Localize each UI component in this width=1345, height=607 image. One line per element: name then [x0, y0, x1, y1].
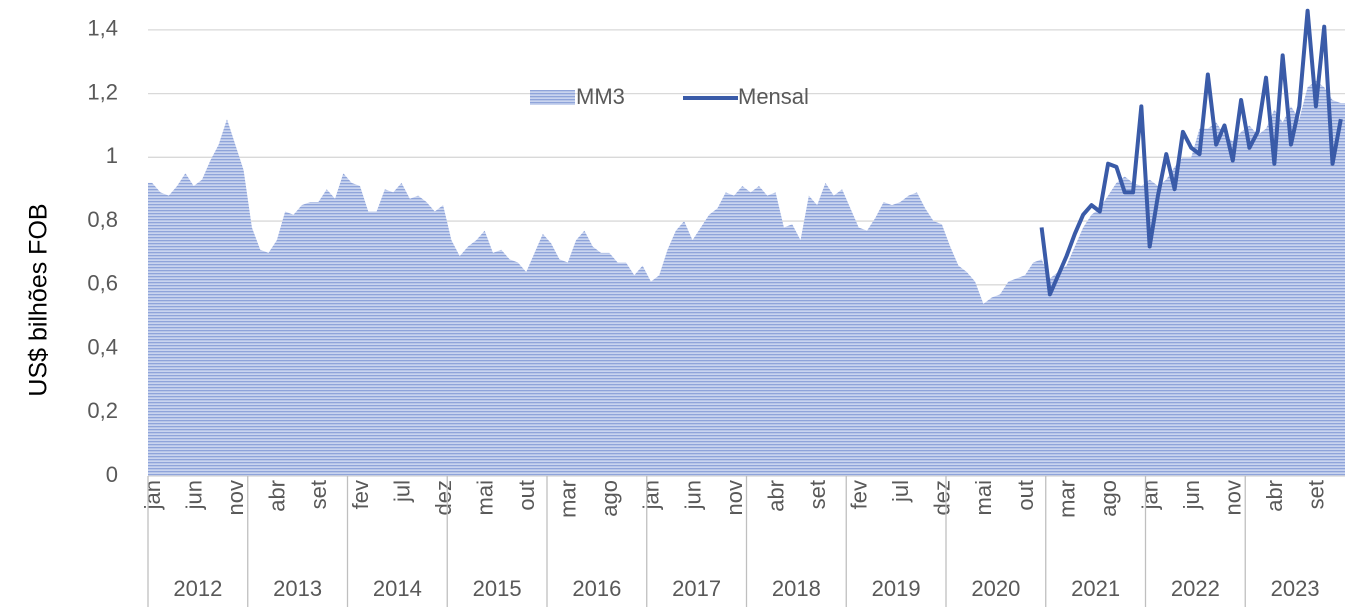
x-tick-label: fev: [847, 480, 872, 509]
x-tick-label: dez: [431, 480, 456, 515]
year-label: 2019: [872, 576, 921, 601]
year-label: 2016: [572, 576, 621, 601]
x-tick-label: ago: [597, 480, 622, 517]
x-tick-label: mar: [1054, 480, 1079, 518]
year-label: 2021: [1071, 576, 1120, 601]
x-tick-label: jun: [1179, 480, 1204, 510]
year-label: 2017: [672, 576, 721, 601]
x-tick-label: nov: [722, 480, 747, 515]
year-label: 2023: [1271, 576, 1320, 601]
legend-swatch: [530, 90, 575, 105]
x-tick-label: mai: [971, 480, 996, 515]
x-tick-label: jul: [888, 480, 913, 503]
x-tick-label: dez: [930, 480, 955, 515]
y-tick-label: 0,4: [87, 334, 118, 359]
y-axis-label: US$ bilhões FOB: [25, 203, 53, 396]
x-tick-label: nov: [223, 480, 248, 515]
year-label: 2018: [772, 576, 821, 601]
y-tick-label: 1,4: [87, 16, 118, 41]
year-label: 2015: [473, 576, 522, 601]
legend-label: MM3: [576, 84, 625, 109]
y-tick-label: 0,8: [87, 207, 118, 232]
year-label: 2012: [173, 576, 222, 601]
x-tick-label: jan: [1137, 480, 1162, 510]
y-tick-label: 0,2: [87, 398, 118, 423]
legend-label: Mensal: [738, 84, 809, 109]
x-tick-label: jun: [680, 480, 705, 510]
year-label: 2013: [273, 576, 322, 601]
y-tick-label: 1: [106, 143, 118, 168]
x-tick-label: out: [514, 480, 539, 511]
x-tick-label: ago: [1096, 480, 1121, 517]
x-tick-label: jul: [389, 480, 414, 503]
x-tick-label: jun: [182, 480, 207, 510]
line: [1039, 8, 1343, 297]
x-tick-label: abr: [1262, 480, 1287, 512]
area: [148, 80, 1345, 476]
x-tick-label: out: [1013, 480, 1038, 511]
year-label: 2020: [971, 576, 1020, 601]
year-label: 2014: [373, 576, 422, 601]
x-tick-label: set: [1304, 480, 1329, 509]
x-tick-label: set: [306, 480, 331, 509]
x-tick-label: jan: [639, 480, 664, 510]
x-tick-label: abr: [265, 480, 290, 512]
x-tick-label: nov: [1221, 480, 1246, 515]
x-tick-label: abr: [763, 480, 788, 512]
x-tick-label: jan: [140, 480, 165, 510]
x-tick-label: fev: [348, 480, 373, 509]
x-tick-label: set: [805, 480, 830, 509]
y-tick-label: 1,2: [87, 79, 118, 104]
y-tick-label: 0,6: [87, 271, 118, 296]
y-tick-label: 0: [106, 462, 118, 487]
year-label: 2022: [1171, 576, 1220, 601]
x-tick-label: mar: [556, 480, 581, 518]
x-tick-label: mai: [472, 480, 497, 515]
